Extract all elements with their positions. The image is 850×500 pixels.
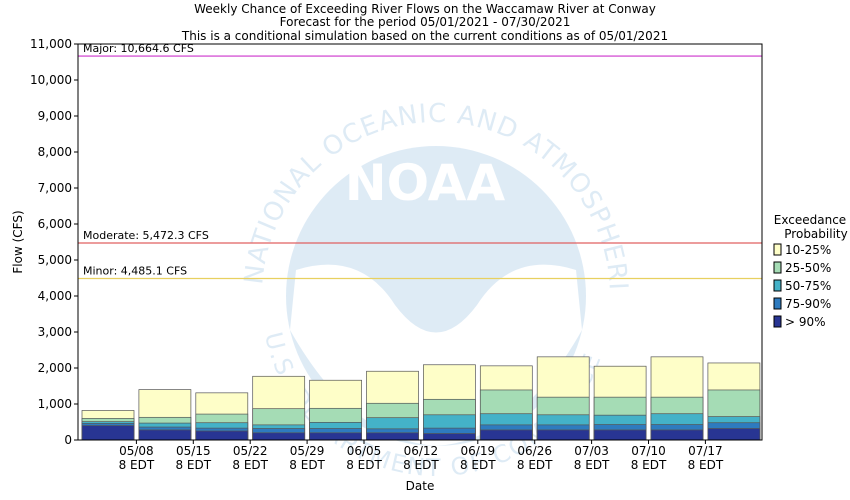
bar-segment	[81, 425, 135, 440]
x-tick-label: 05/22	[233, 444, 268, 458]
bar-segment	[536, 429, 590, 440]
bar-segment	[593, 429, 647, 440]
bar-segment	[650, 429, 704, 440]
y-tick-label: 5,000	[38, 253, 72, 267]
x-tick-label: 05/08	[119, 444, 154, 458]
x-tick-sublabel: 8 EDT	[289, 458, 325, 472]
x-tick-sublabel: 8 EDT	[232, 458, 268, 472]
x-tick-sublabel: 8 EDT	[119, 458, 155, 472]
legend-item-label: 25-50%	[785, 261, 831, 275]
y-tick-label: 9,000	[38, 109, 72, 123]
x-tick-sublabel: 8 EDT	[175, 458, 211, 472]
y-tick-label: 1,000	[38, 397, 72, 411]
legend-item-label: 75-90%	[785, 297, 831, 311]
x-tick-sublabel: 8 EDT	[460, 458, 496, 472]
y-tick-label: 2,000	[38, 361, 72, 375]
y-tick-label: 7,000	[38, 181, 72, 195]
plot-frame	[77, 43, 763, 441]
x-tick-label: 05/15	[176, 444, 211, 458]
chart-title-line-3: This is a conditional simulation based o…	[181, 29, 668, 43]
bar-segment	[707, 428, 761, 440]
y-tick-label: 8,000	[38, 145, 72, 159]
x-tick-label: 06/05	[347, 444, 382, 458]
legend-title-line-2: Probability	[784, 227, 847, 241]
legend-title-line-1: Exceedance	[774, 213, 846, 227]
legend: Exceedance Probability 10-25% 25-50% 50-75…	[773, 213, 848, 329]
x-tick-sublabel: 8 EDT	[631, 458, 667, 472]
x-tick-sublabel: 8 EDT	[574, 458, 610, 472]
bar-segment	[309, 432, 362, 440]
bar-segment	[366, 432, 419, 440]
y-tick-label: 11,000	[30, 37, 72, 51]
x-tick-label: 06/26	[517, 444, 552, 458]
chart-title-line-2: Forecast for the period 05/01/2021 - 07/…	[280, 15, 571, 29]
y-axis-label: Flow (CFS)	[11, 210, 25, 273]
bar-segment	[195, 430, 249, 440]
x-tick-sublabel: 8 EDT	[403, 458, 439, 472]
y-tick-label: 10,000	[30, 73, 72, 87]
bar-segment	[423, 433, 476, 440]
x-tick-sublabel: 8 EDT	[517, 458, 553, 472]
legend-swatch	[773, 243, 782, 256]
x-tick-label: 07/17	[688, 444, 723, 458]
y-axis: 0 1,000 2,000 3,000 4,000 5,000 6,000 7,000 8,00…	[30, 37, 78, 447]
x-tick-label: 06/12	[404, 444, 439, 458]
x-tick-sublabel: 8 EDT	[346, 458, 382, 472]
legend-swatch	[773, 315, 782, 328]
x-tick-label: 05/29	[290, 444, 325, 458]
y-tick-label: 0	[64, 433, 72, 447]
threshold-lines: Major: 10,664.6 CFS Moderate: 5,472.3 CFS…	[78, 42, 762, 280]
x-tick-label: 06/19	[461, 444, 496, 458]
legend-swatch	[773, 297, 782, 310]
watermark-logo-text: NOAA	[345, 154, 506, 212]
legend-item-label: > 90%	[785, 315, 826, 329]
x-axis-label: Date	[406, 479, 435, 493]
threshold-label: Moderate: 5,472.3 CFS	[83, 229, 209, 242]
legend-swatch	[773, 279, 782, 292]
legend-item-label: 50-75%	[785, 279, 831, 293]
threshold-label: Minor: 4,485.1 CFS	[83, 265, 187, 278]
legend-item-label: 10-25%	[785, 243, 831, 257]
y-tick-label: 3,000	[38, 325, 72, 339]
x-tick-label: 07/10	[631, 444, 666, 458]
y-tick-label: 4,000	[38, 289, 72, 303]
y-tick-label: 6,000	[38, 217, 72, 231]
bar-segment	[479, 429, 533, 440]
chart-title-line-1: Weekly Chance of Exceeding River Flows o…	[194, 2, 656, 16]
x-tick-sublabel: 8 EDT	[688, 458, 724, 472]
x-tick-label: 07/03	[574, 444, 609, 458]
legend-swatch	[773, 261, 782, 274]
bar-segment	[252, 432, 306, 440]
bar-segment	[138, 429, 192, 440]
threshold-label: Major: 10,664.6 CFS	[83, 42, 194, 55]
